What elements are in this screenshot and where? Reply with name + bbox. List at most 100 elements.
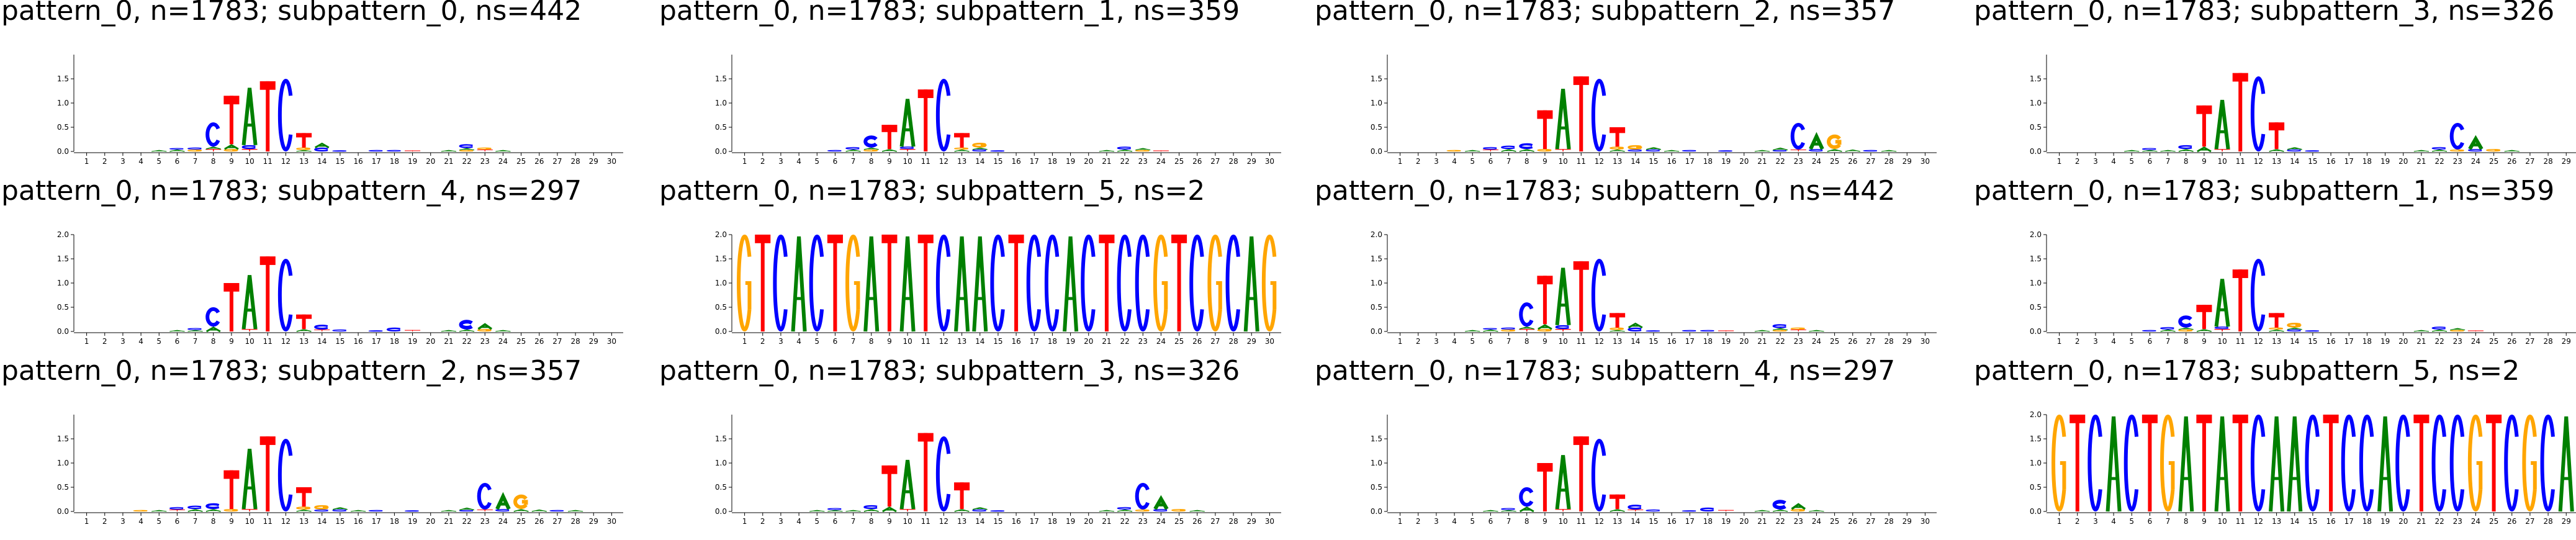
x-tick-label: 8 [211,337,216,346]
x-tick-label: 1 [742,157,747,166]
letter-a [845,510,861,512]
y-tick-label: 0.0 [2030,507,2042,516]
x-tick-label: 16 [2326,337,2335,346]
letter-a [1791,503,1806,510]
logo-stack [2413,415,2430,511]
letter-g [1270,281,1277,310]
letter-g [1618,328,1624,330]
y-tick-label: 0.0 [715,507,727,516]
letter-t [2202,305,2206,330]
letter-a [350,510,366,512]
x-tick-label: 16 [1667,337,1676,346]
panel-title: pattern_0, n=1783; subpattern_4, ns=297 [1,175,582,207]
letter-a [495,150,511,152]
letter-t [2274,122,2279,150]
logo-stack [2449,123,2464,151]
letter-a [791,236,807,332]
letter-c [332,329,346,331]
x-tick-label: 8 [211,157,216,166]
letter-c [1501,145,1515,150]
logo-plot: 0.00.51.01.51 2 3 4 5 6 7 8 9 10 11 12 13 14 15 16 17 18 1… [1371,55,1937,166]
logo-stack [1026,235,1042,331]
x-tick-label: 27 [552,337,562,346]
logo-stack [1446,150,1461,151]
x-tick-label: 30 [1265,517,1274,526]
logo-stack [1117,235,1132,331]
x-tick-label: 1 [84,157,89,166]
letter-a [2178,149,2194,152]
letter-a [441,510,457,512]
letter-g [485,148,492,149]
logo-stack [2431,415,2446,511]
letter-a [972,506,988,510]
x-tick-label: 4 [138,517,143,526]
letter-c [2395,415,2410,511]
letter-c [477,483,492,510]
letter-g [1161,281,1168,310]
letter-c [1555,325,1569,330]
letter-g [2486,149,2500,151]
logo-panel: pattern_0, n=1783; subpattern_1, ns=359 … [1973,175,2576,360]
letter-a [954,509,970,512]
logo-panel: pattern_0, n=1783; subpattern_4, ns=297 … [1313,355,1957,540]
x-tick-label: 14 [317,337,327,346]
letter-c [1044,235,1060,331]
letter-t [1579,261,1583,331]
y-tick-label: 1.0 [2030,459,2042,467]
logo-stack [2178,145,2194,152]
logo-stack [495,492,511,511]
x-tick-label: 25 [1830,517,1839,526]
logo-panel: pattern_0, n=1783; subpattern_5, ns=2 0.… [1973,355,2576,540]
logo-stack [881,235,898,331]
letter-c [1863,150,1877,151]
x-tick-label: 24 [1156,157,1166,166]
letter-g [1790,509,1805,511]
logo-stack [899,99,916,151]
x-tick-label: 14 [317,157,327,166]
x-tick-label: 28 [1228,517,1238,526]
letter-g [737,235,752,331]
x-tick-label: 4 [1452,157,1457,166]
x-tick-label: 27 [1210,337,1220,346]
logo-stack [737,235,752,331]
x-tick-label: 9 [887,157,892,166]
letter-c [368,150,383,151]
x-tick-label: 27 [1210,157,1220,166]
letter-g [1636,146,1642,148]
x-tick-label: 16 [1011,337,1020,346]
letter-c [314,147,328,151]
panel-title: pattern_0, n=1783; subpattern_5, ns=2 [1974,355,2520,387]
letter-t [1542,110,1547,150]
letter-c [241,145,256,150]
letter-a [863,509,879,512]
letter-c [1519,143,1533,150]
x-tick-label: 12 [1595,517,1604,526]
x-tick-label: 9 [1542,157,1547,166]
logo-stack [845,235,860,331]
x-tick-label: 15 [1649,337,1658,346]
logo-stack [1718,330,1734,331]
x-tick-label: 30 [1921,157,1930,166]
x-tick-label: 10 [903,157,912,166]
letter-g [304,148,311,150]
x-tick-label: 17 [2344,157,2354,166]
logo-stack [133,510,148,511]
logo-stack [1501,145,1516,152]
letter-g [1610,146,1624,150]
letter-t [760,235,765,331]
x-tick-label: 15 [2308,337,2317,346]
letter-c [187,147,202,150]
logo-stack [1099,150,1115,152]
letter-c [332,509,346,511]
letter-a [2269,149,2284,152]
logo-stack [1465,330,1480,332]
letter-t [1562,149,1564,151]
logo-stack [2196,415,2212,511]
logo-stack [1591,79,1606,151]
x-tick-label: 13 [1613,157,1622,166]
letter-g [232,510,238,511]
letter-g [513,494,528,510]
x-tick-label: 6 [833,517,838,526]
logo-stack [2486,149,2501,151]
logo-stack [441,150,457,152]
